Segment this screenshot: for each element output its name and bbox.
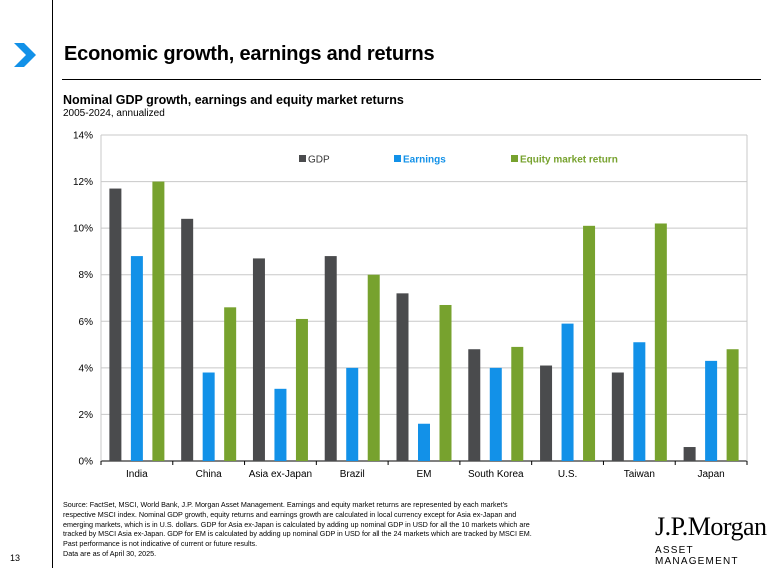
- bar-equity-market-return: [726, 349, 739, 461]
- bar-gdp: [540, 365, 553, 461]
- chart-title: Nominal GDP growth, earnings and equity …: [63, 93, 404, 107]
- bar-gdp: [324, 256, 337, 461]
- legend-swatch: [299, 155, 306, 162]
- x-tick-label: India: [126, 469, 148, 480]
- bar-earnings: [633, 342, 646, 461]
- source-line: Data are as of April 30, 2025.: [63, 548, 157, 558]
- bar-earnings: [274, 388, 287, 461]
- x-tick-label: China: [196, 469, 223, 480]
- legend-label: GDP: [308, 155, 330, 166]
- bar-equity-market-return: [654, 223, 667, 461]
- source-note: Source: FactSet, MSCI, World Bank, J.P. …: [63, 500, 643, 559]
- source-line: Source: FactSet, MSCI, World Bank, J.P. …: [63, 500, 508, 509]
- y-tick-label: 2%: [79, 410, 94, 421]
- brand-logo: J.P.Morgan: [655, 512, 767, 541]
- bar-equity-market-return: [511, 346, 524, 461]
- x-tick-label: South Korea: [468, 469, 524, 480]
- source-line: Past performance is not indicative of cu…: [63, 539, 258, 549]
- bar-equity-market-return: [295, 318, 308, 461]
- bar-equity-market-return: [583, 225, 596, 461]
- x-tick-label: Taiwan: [624, 469, 655, 480]
- bar-equity-market-return: [439, 304, 452, 461]
- x-tick-label: U.S.: [558, 469, 577, 480]
- bar-gdp: [611, 372, 624, 461]
- bar-equity-market-return: [224, 307, 237, 461]
- y-tick-label: 8%: [79, 270, 94, 281]
- bar-earnings: [202, 372, 215, 461]
- bar-gdp: [468, 349, 481, 461]
- bar-earnings: [130, 256, 143, 461]
- bar-equity-market-return: [367, 274, 380, 461]
- bar-earnings: [705, 360, 718, 461]
- source-line: respective MSCI index. Nominal GDP growt…: [63, 509, 517, 519]
- bar-equity-market-return: [152, 181, 165, 462]
- y-tick-label: 4%: [79, 363, 94, 374]
- legend-label: Earnings: [403, 155, 446, 166]
- x-tick-label: EM: [417, 469, 432, 480]
- chevron-right-icon: [14, 43, 36, 67]
- y-tick-label: 12%: [73, 177, 93, 188]
- bar-gdp: [181, 218, 194, 461]
- bar-earnings: [561, 323, 574, 461]
- x-tick-label: Brazil: [340, 469, 365, 480]
- y-tick-label: 14%: [73, 131, 93, 142]
- legend-swatch: [511, 155, 518, 162]
- brand-subtitle: ASSET MANAGEMENT: [655, 545, 739, 567]
- left-divider: [52, 0, 53, 568]
- page-title: Economic growth, earnings and returns: [64, 43, 435, 65]
- y-tick-label: 6%: [79, 317, 94, 328]
- source-line: tracked by MSCI Asia ex-Japan. GDP for E…: [63, 529, 532, 539]
- bar-gdp: [683, 447, 696, 461]
- legend-label: Equity market return: [520, 155, 618, 166]
- bar-earnings: [489, 367, 502, 461]
- y-tick-label: 0%: [79, 457, 94, 468]
- y-tick-label: 10%: [73, 224, 93, 235]
- bar-earnings: [418, 423, 430, 461]
- page-number: 13: [10, 553, 21, 563]
- bar-gdp: [396, 293, 409, 461]
- source-line: emerging markets, which is in U.S. dolla…: [63, 519, 530, 529]
- bar-gdp: [109, 188, 122, 462]
- x-tick-label: Asia ex-Japan: [249, 469, 312, 480]
- title-divider: [62, 79, 761, 80]
- chart-subtitle: 2005-2024, annualized: [63, 108, 165, 119]
- bar-earnings: [346, 367, 359, 461]
- bar-gdp: [252, 258, 265, 461]
- x-tick-label: Japan: [697, 469, 724, 480]
- legend-swatch: [394, 155, 401, 162]
